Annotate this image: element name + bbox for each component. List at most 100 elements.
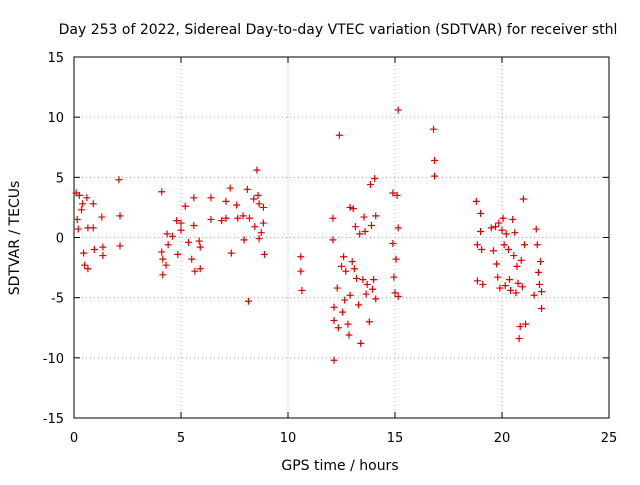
- data-point: [164, 241, 172, 249]
- data-point: [196, 265, 204, 273]
- data-point: [356, 230, 364, 238]
- data-point: [352, 274, 360, 282]
- data-point: [492, 223, 500, 231]
- data-point: [473, 277, 481, 285]
- y-tick-label: -10: [43, 352, 64, 367]
- data-point: [190, 221, 198, 229]
- data-point: [81, 261, 89, 269]
- data-point: [163, 230, 171, 238]
- data-point: [494, 273, 502, 281]
- data-point: [196, 243, 204, 251]
- data-point: [158, 248, 166, 256]
- data-point: [345, 331, 353, 339]
- data-point: [391, 289, 399, 297]
- data-point: [83, 194, 91, 202]
- data-point: [255, 200, 263, 208]
- data-point: [530, 291, 538, 299]
- data-point: [73, 215, 81, 223]
- data-point: [501, 282, 509, 290]
- data-point: [516, 323, 524, 331]
- data-point: [330, 317, 338, 325]
- data-point: [344, 320, 352, 328]
- data-point: [222, 197, 230, 205]
- data-point: [330, 303, 338, 311]
- data-point: [510, 252, 518, 260]
- data-point: [487, 224, 495, 232]
- data-point: [389, 240, 397, 248]
- data-point: [478, 246, 486, 254]
- data-point: [390, 273, 398, 281]
- data-point: [496, 284, 504, 292]
- data-point: [99, 252, 107, 260]
- data-point: [360, 213, 368, 221]
- data-point: [533, 241, 541, 249]
- data-point: [394, 292, 402, 300]
- data-point: [174, 250, 182, 258]
- data-point: [162, 261, 170, 269]
- data-point: [477, 209, 485, 217]
- data-point: [297, 267, 305, 275]
- data-point: [257, 229, 265, 237]
- y-axis-label: SDTVAR / TECUs: [7, 181, 23, 296]
- data-point: [511, 229, 519, 237]
- data-point: [218, 217, 226, 225]
- data-point: [222, 214, 230, 222]
- data-point: [362, 290, 370, 298]
- data-point: [98, 213, 106, 221]
- y-tick-label: -5: [51, 292, 64, 307]
- data-point: [159, 271, 167, 279]
- x-tick-label: 10: [280, 431, 297, 446]
- data-point: [504, 246, 512, 254]
- data-point: [518, 283, 526, 291]
- data-point: [177, 219, 185, 227]
- data-point: [74, 225, 82, 233]
- data-point: [498, 226, 506, 234]
- data-point: [329, 236, 337, 244]
- data-point: [207, 194, 215, 202]
- data-point: [359, 276, 367, 284]
- data-point: [534, 268, 542, 276]
- data-point: [259, 219, 267, 227]
- data-point: [330, 356, 338, 364]
- data-point: [227, 249, 235, 257]
- data-point: [188, 255, 196, 263]
- y-tick-label: 0: [56, 232, 64, 247]
- data-point: [226, 184, 234, 192]
- y-tick-label: 10: [47, 111, 64, 126]
- data-point: [505, 276, 513, 284]
- data-point: [181, 202, 189, 210]
- data-point: [394, 106, 402, 114]
- data-point: [392, 255, 400, 263]
- data-point: [515, 335, 523, 343]
- y-tick-label: 5: [56, 171, 64, 186]
- data-point: [173, 217, 181, 225]
- data-point: [369, 285, 377, 293]
- data-point: [394, 224, 402, 232]
- data-point: [329, 214, 337, 222]
- data-point: [499, 214, 507, 222]
- x-tick-label: 15: [387, 431, 404, 446]
- data-point: [346, 291, 354, 299]
- data-point: [342, 267, 350, 275]
- data-point: [350, 265, 358, 273]
- data-point: [393, 191, 401, 199]
- data-point: [371, 175, 379, 183]
- data-point: [239, 212, 247, 220]
- data-point: [538, 304, 546, 312]
- data-point: [297, 253, 305, 261]
- y-tick-label: -15: [43, 412, 64, 427]
- data-point: [522, 320, 530, 328]
- data-point: [195, 237, 203, 245]
- data-point: [207, 215, 215, 223]
- data-point: [115, 176, 123, 184]
- data-point: [251, 223, 259, 231]
- data-point: [339, 308, 347, 316]
- data-point: [512, 289, 520, 297]
- data-point: [431, 156, 439, 164]
- data-point: [502, 230, 510, 238]
- data-point: [80, 249, 88, 257]
- data-point: [431, 172, 439, 180]
- data-point: [348, 258, 356, 266]
- data-points: [72, 106, 546, 364]
